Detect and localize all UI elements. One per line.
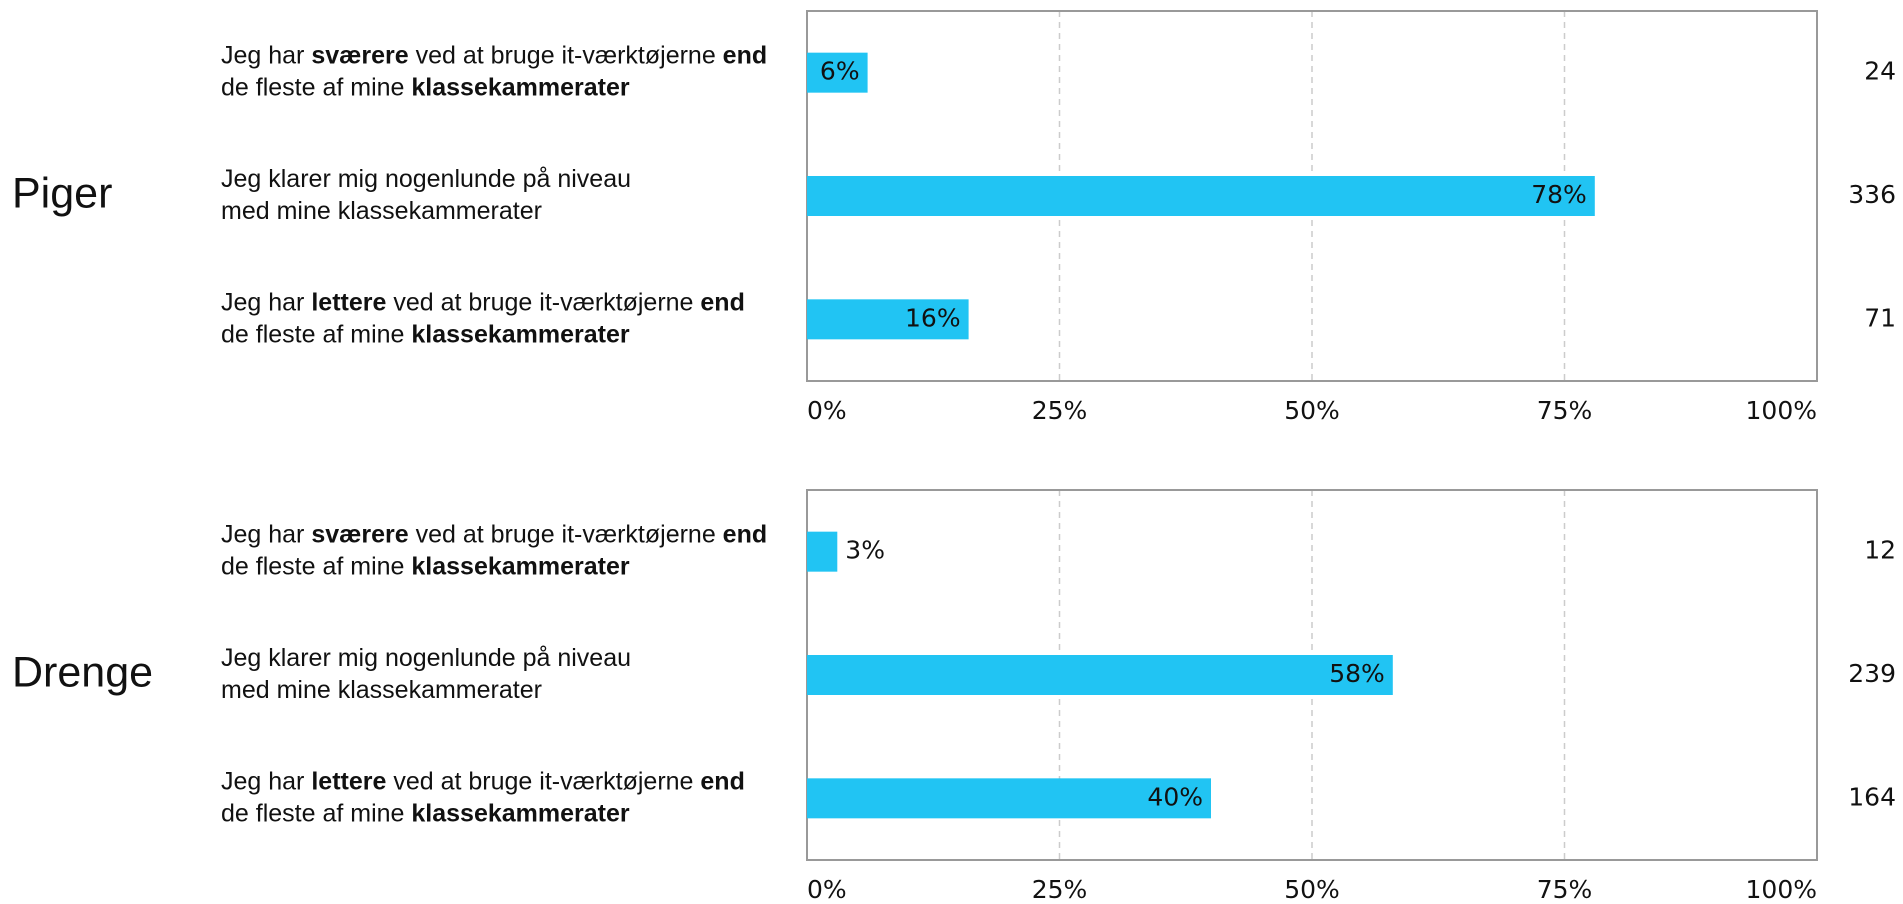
category-text: Jeg har — [221, 520, 311, 548]
count-label: 336 — [1848, 180, 1896, 209]
x-tick-label: 75% — [1537, 875, 1593, 904]
bar — [807, 778, 1211, 819]
category-text: end — [700, 767, 744, 795]
x-tick-label: 50% — [1284, 875, 1340, 904]
category-label: Jeg har lettere ved at bruge it-værktøje… — [221, 767, 745, 795]
x-tick-label: 75% — [1537, 396, 1593, 425]
count-label: 71 — [1864, 303, 1896, 332]
bar — [807, 52, 868, 93]
category-text: Jeg har — [221, 41, 311, 69]
category-text: sværere — [311, 41, 408, 69]
chart-title: Piger — [12, 169, 112, 217]
value-label: 58% — [1329, 659, 1385, 688]
category-text: Jeg har — [221, 288, 311, 316]
category-label: de fleste af mine klassekammerater — [221, 799, 630, 827]
category-label: Jeg har sværere ved at bruge it-værktøje… — [221, 520, 767, 548]
category-text: Jeg klarer mig nogenlunde på niveau — [221, 165, 631, 193]
category-text: klassekammerater — [411, 73, 629, 101]
category-text: med mine klassekammerater — [221, 676, 542, 704]
category-text: de fleste af mine — [221, 320, 411, 348]
category-text: end — [723, 41, 767, 69]
value-label: 6% — [820, 57, 860, 86]
bar — [807, 655, 1393, 695]
category-text: klassekammerater — [411, 320, 629, 348]
category-text: ved at bruge it-værktøjerne — [409, 520, 723, 548]
chart-title: Drenge — [12, 648, 153, 696]
category-text: ved at bruge it-værktøjerne — [386, 288, 700, 316]
category-text: de fleste af mine — [221, 799, 411, 827]
x-tick-label: 50% — [1284, 396, 1340, 425]
count-label: 239 — [1848, 659, 1896, 688]
category-label: Jeg har lettere ved at bruge it-værktøje… — [221, 288, 745, 316]
category-label: med mine klassekammerater — [221, 197, 542, 225]
value-label: 3% — [845, 536, 885, 565]
bar — [807, 531, 838, 572]
count-label: 12 — [1864, 536, 1896, 565]
category-text: Jeg klarer mig nogenlunde på niveau — [221, 644, 631, 672]
category-text: lettere — [311, 767, 386, 795]
category-text: ved at bruge it-værktøjerne — [409, 41, 723, 69]
value-label: 16% — [905, 303, 961, 332]
x-tick-label: 0% — [807, 875, 847, 904]
count-label: 164 — [1848, 782, 1896, 811]
value-label: 78% — [1531, 180, 1587, 209]
category-label: Jeg klarer mig nogenlunde på niveau — [221, 644, 631, 672]
category-text: sværere — [311, 520, 408, 548]
category-label: de fleste af mine klassekammerater — [221, 552, 630, 580]
category-text: klassekammerater — [411, 799, 629, 827]
category-label: Jeg klarer mig nogenlunde på niveau — [221, 165, 631, 193]
x-tick-label: 25% — [1032, 875, 1088, 904]
category-label: Jeg har sværere ved at bruge it-værktøje… — [221, 41, 767, 69]
category-label: med mine klassekammerater — [221, 676, 542, 704]
x-tick-label: 100% — [1746, 396, 1817, 425]
x-tick-label: 0% — [807, 396, 847, 425]
count-label: 24 — [1864, 57, 1896, 86]
value-label: 40% — [1147, 782, 1203, 811]
category-label: de fleste af mine klassekammerater — [221, 73, 630, 101]
x-tick-label: 100% — [1746, 875, 1817, 904]
category-text: de fleste af mine — [221, 552, 411, 580]
bar — [807, 299, 969, 340]
category-text: klassekammerater — [411, 552, 629, 580]
category-text: end — [723, 520, 767, 548]
category-text: lettere — [311, 288, 386, 316]
category-label: de fleste af mine klassekammerater — [221, 320, 630, 348]
category-text: de fleste af mine — [221, 73, 411, 101]
x-tick-label: 25% — [1032, 396, 1088, 425]
category-text: Jeg har — [221, 767, 311, 795]
category-text: med mine klassekammerater — [221, 197, 542, 225]
category-text: end — [700, 288, 744, 316]
bar — [807, 176, 1595, 216]
category-text: ved at bruge it-værktøjerne — [386, 767, 700, 795]
